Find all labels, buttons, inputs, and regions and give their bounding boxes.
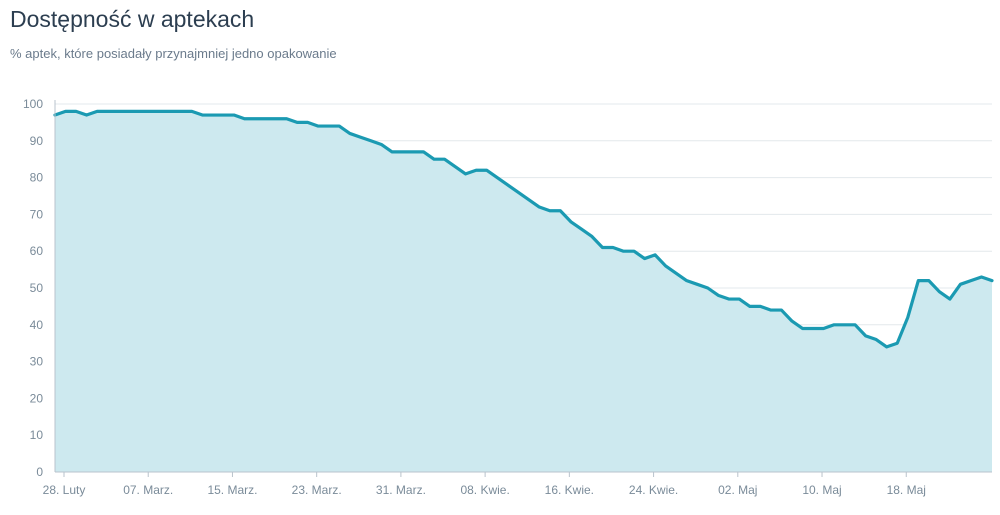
x-tick-label: 07. Marz. bbox=[123, 483, 173, 497]
y-tick-label: 30 bbox=[30, 355, 44, 369]
y-tick-label: 40 bbox=[30, 318, 44, 332]
x-tick-label: 02. Maj bbox=[718, 483, 757, 497]
y-tick-label: 80 bbox=[30, 171, 44, 185]
y-tick-label: 60 bbox=[30, 244, 44, 258]
y-tick-label: 100 bbox=[23, 97, 43, 111]
x-tick-label: 08. Kwie. bbox=[460, 483, 509, 497]
x-tick-label: 16. Kwie. bbox=[545, 483, 594, 497]
chart-title: Dostępność w aptekach bbox=[10, 6, 255, 32]
y-tick-label: 90 bbox=[30, 134, 44, 148]
x-tick-label: 23. Marz. bbox=[292, 483, 342, 497]
series-line bbox=[53, 109, 994, 349]
x-tick-label: 24. Kwie. bbox=[629, 483, 678, 497]
series-area bbox=[55, 111, 992, 473]
x-tick-label: 15. Marz. bbox=[207, 483, 257, 497]
y-tick-label: 50 bbox=[30, 281, 44, 295]
y-tick-label: 10 bbox=[30, 428, 44, 442]
x-tick-label: 18. Maj bbox=[887, 483, 926, 497]
x-tick-label: 28. Luty bbox=[43, 483, 86, 497]
x-tick-label: 10. Maj bbox=[802, 483, 841, 497]
x-tick-label: 31. Marz. bbox=[376, 483, 426, 497]
y-tick-label: 20 bbox=[30, 391, 44, 405]
y-tick-label: 70 bbox=[30, 207, 44, 221]
chart-subtitle: % aptek, które posiadały przynajmniej je… bbox=[10, 46, 337, 61]
y-tick-label: 0 bbox=[36, 465, 43, 479]
